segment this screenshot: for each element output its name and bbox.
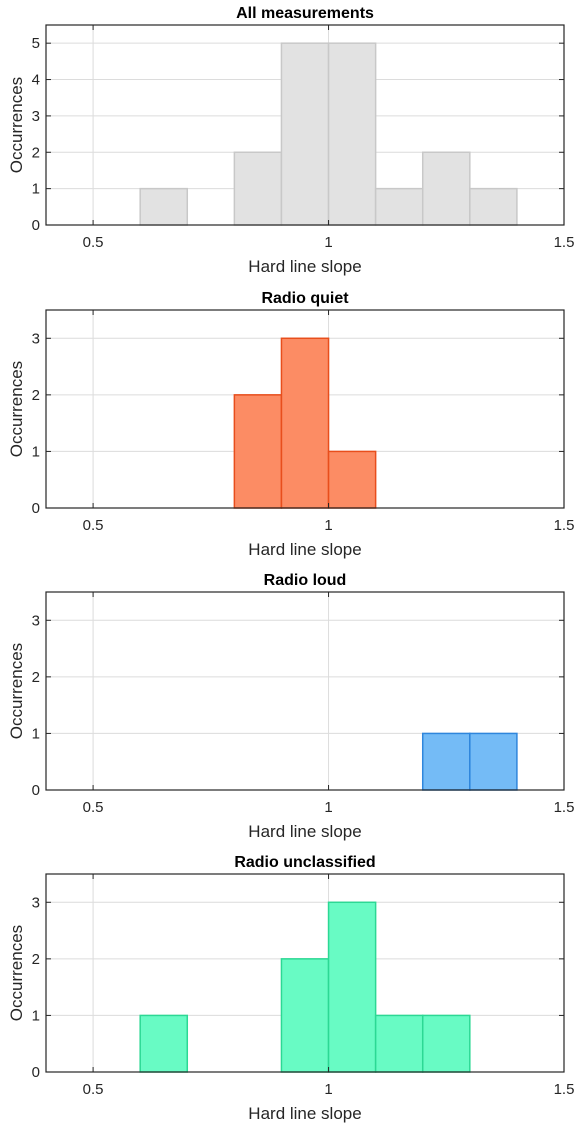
y-tick-label: 3 [32,894,40,911]
y-tick-label: 1 [32,1007,40,1024]
y-tick-label: 2 [32,669,40,686]
y-axis-label: Occurrences [7,77,26,173]
y-tick-label: 0 [32,1064,40,1081]
y-tick-label: 0 [32,217,40,234]
y-axis-label: Occurrences [7,361,26,457]
histogram-bar [139,187,189,226]
panel-title: Radio quiet [261,290,349,307]
histogram-bar [469,732,518,791]
x-tick-label: 1 [324,234,332,251]
x-tick-label: 0.5 [83,517,104,534]
axes-box [45,591,565,791]
x-axis-label: Hard line slope [248,1104,361,1123]
y-tick-label: 0 [32,782,40,799]
y-tick-label: 1 [32,725,40,742]
x-tick-label: 1.5 [554,1081,575,1098]
y-tick-label: 2 [32,951,40,968]
histogram-bar [280,958,330,1073]
histogram-bar [421,1014,471,1073]
x-tick-label: 0.5 [83,799,104,816]
x-tick-label: 1 [324,799,332,816]
histogram-panel: 0.5 1 1.5 0 1 2 3 Radio unclassified Hard line s… [7,854,574,1123]
axes-box [45,873,565,1073]
x-axis-label: Hard line slope [248,822,361,841]
histogram-bar [280,42,330,226]
histogram-panel: 0.5 1 1.5 0 1 2 3 Radio quiet Hard line slope Occ… [7,290,574,559]
y-tick-label: 1 [32,443,40,460]
histogram-bar [280,337,330,509]
histogram-panel: 0.5 1 1.5 0 1 2 3 Radio loud Hard line slope Occu… [7,572,574,841]
panel-title: Radio unclassified [234,854,375,871]
y-tick-label: 3 [32,108,40,125]
axes-box [45,309,565,509]
y-axis-label: Occurrences [7,925,26,1021]
panel-title: Radio loud [264,572,347,589]
x-tick-label: 1 [324,1081,332,1098]
x-axis-label: Hard line slope [248,257,361,276]
histogram-bar [139,1014,189,1073]
axes-box [45,24,565,226]
x-tick-label: 1 [324,517,332,534]
x-tick-label: 0.5 [83,1081,104,1098]
histogram-bar [327,42,377,226]
histogram-bar [233,394,283,509]
y-tick-label: 0 [32,500,40,517]
histogram-bar [469,187,518,226]
y-axis-label: Occurrences [7,643,26,739]
y-tick-label: 2 [32,387,40,404]
y-tick-label: 4 [32,72,40,89]
y-tick-label: 3 [32,612,40,629]
x-tick-label: 1.5 [554,799,575,816]
panel-title: All measurements [236,5,374,22]
y-tick-label: 5 [32,35,40,52]
histogram-bar [421,151,471,226]
histogram-bar [233,151,283,226]
x-tick-label: 1.5 [554,234,575,251]
histogram-panel: 0.5 1 1.5 0 1 2 3 4 5 All measurements Hard line s… [7,5,574,276]
x-tick-label: 0.5 [83,234,104,251]
y-tick-label: 1 [32,181,40,198]
y-tick-label: 2 [32,144,40,161]
x-axis-label: Hard line slope [248,540,361,559]
histogram-bar [327,901,377,1073]
histogram-bar [374,1014,424,1073]
x-tick-label: 1.5 [554,517,575,534]
histogram-bar [327,450,377,509]
histogram-bar [374,187,424,226]
histogram-bar [421,732,471,791]
y-tick-label: 3 [32,330,40,347]
